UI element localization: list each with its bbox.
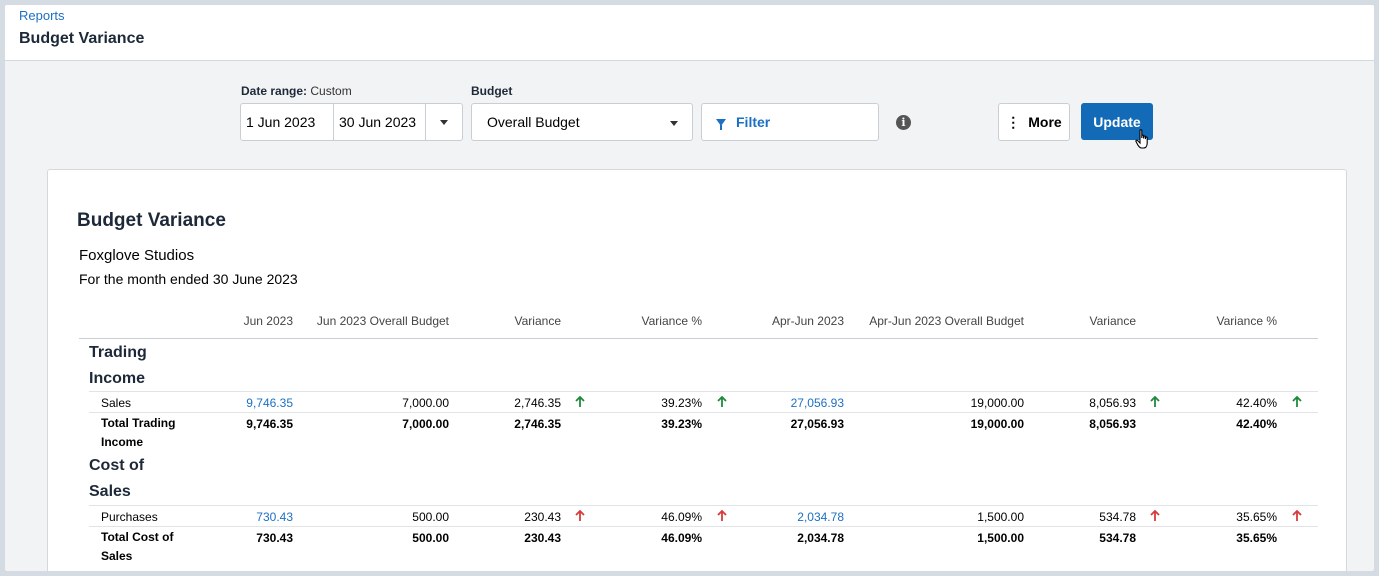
column-header: Jun 2023 [243,314,293,328]
cell-link[interactable]: 730.43 [256,510,293,524]
up-arrow-icon [717,396,727,407]
budget-label-text: Budget [471,84,513,98]
table-cell: 500.00 [412,510,449,524]
total-cell: 2,746.35 [514,417,561,431]
total-cell: 8,056.93 [1089,417,1136,431]
total-cell: 534.78 [1099,531,1136,545]
budget-select-value: Overall Budget [487,114,580,130]
table-cell: 8,056.93 [1089,396,1136,410]
app-window: Reports Budget Variance Date range: Cust… [5,5,1374,571]
table-cell: 534.78 [1099,510,1136,524]
total-cell: 27,056.93 [790,417,844,431]
total-label-trading-income: Total Trading Income [101,414,191,452]
table-cell: 7,000.00 [402,396,449,410]
table-cell: 2,746.35 [514,396,561,410]
total-label-line: Total Trading [101,416,176,430]
total-cell: 730.43 [256,531,293,545]
total-label-line: Total Cost of [101,530,174,544]
section-heading-trading-income: Trading Income [89,340,147,392]
total-cell: 230.43 [524,531,561,545]
total-cell: 7,000.00 [402,417,449,431]
column-header: Variance [514,314,561,328]
table-cell: 1,500.00 [977,510,1024,524]
total-cell: 46.09% [661,531,702,545]
date-to-field[interactable]: 30 Jun 2023 [334,104,426,140]
row-label-sales: Sales [101,396,132,410]
report-period: For the month ended 30 June 2023 [79,271,298,287]
filter-icon [716,118,726,130]
date-from-field[interactable]: 1 Jun 2023 [241,104,334,140]
up-arrow-icon [575,396,585,407]
cell-link[interactable]: 2,034.78 [797,510,844,524]
total-cell: 9,746.35 [246,417,293,431]
date-range-value: Custom [310,84,352,98]
more-vertical-icon: ⋮ [1006,113,1021,130]
table-cell: 39.23% [661,396,702,410]
breadcrumb-reports[interactable]: Reports [19,8,65,23]
info-icon[interactable]: i [896,115,911,130]
total-label-line: Sales [101,549,133,563]
section-heading-line: Trading [89,344,147,361]
more-button-label: More [1028,114,1062,130]
report-card: Budget Variance Foxglove Studios For the… [47,169,1347,571]
row-label-purchases: Purchases [101,510,158,524]
budget-select[interactable]: Overall Budget [471,103,693,141]
section-heading-line: Cost of [89,457,145,474]
row-divider [89,391,1318,392]
total-cell: 35.65% [1236,531,1277,545]
update-button[interactable]: Update [1081,103,1153,140]
total-label-cost-of-sales: Total Cost of Sales [101,528,191,566]
column-header: Apr-Jun 2023 Overall Budget [869,314,1024,328]
section-heading-line: Income [89,370,146,387]
filter-button[interactable]: Filter [701,103,879,141]
date-range-label: Date range: Custom [241,84,352,98]
date-range-dropdown-button[interactable] [426,104,462,140]
table-cell: 35.65% [1236,510,1277,524]
header-bar: Reports Budget Variance [5,5,1374,61]
column-header: Variance [1089,314,1136,328]
table-cell: 46.09% [661,510,702,524]
row-divider [89,505,1318,506]
date-range-picker[interactable]: 1 Jun 2023 30 Jun 2023 [240,103,463,141]
total-cell: 1,500.00 [977,531,1024,545]
up-arrow-icon [1292,510,1302,521]
up-arrow-icon [1292,396,1302,407]
section-heading-line: Sales [89,483,131,500]
page-title: Budget Variance [19,30,145,47]
total-cell: 39.23% [661,417,702,431]
total-cell: 42.40% [1236,417,1277,431]
hand-cursor-icon [1135,129,1148,149]
up-arrow-icon [717,510,727,521]
date-range-label-text: Date range: [241,84,308,98]
cell-link[interactable]: 9,746.35 [246,396,293,410]
budget-label: Budget [471,84,512,98]
up-arrow-icon [1150,510,1160,521]
organisation-name: Foxglove Studios [79,247,195,264]
table-cell: 19,000.00 [970,396,1024,410]
total-cell: 19,000.00 [970,417,1024,431]
caret-down-icon [670,121,678,126]
caret-down-icon [440,119,448,125]
up-arrow-icon [575,510,585,521]
row-divider [89,526,1318,527]
column-header: Jun 2023 Overall Budget [316,314,449,328]
row-divider [89,412,1318,413]
total-cell: 500.00 [412,531,449,545]
column-header: Variance % [641,314,702,328]
up-arrow-icon [1150,396,1160,407]
column-header: Apr-Jun 2023 [771,314,844,328]
header-divider [79,338,1318,339]
total-cell: 2,034.78 [797,531,844,545]
table-cell: 230.43 [524,510,561,524]
column-header: Variance % [1216,314,1277,328]
report-title: Budget Variance [77,210,226,231]
cell-link[interactable]: 27,056.93 [790,396,844,410]
table-cell: 42.40% [1236,396,1277,410]
more-button[interactable]: ⋮ More [998,103,1070,141]
total-label-line: Income [101,435,144,449]
filter-button-label: Filter [736,114,771,130]
section-heading-cost-of-sales: Cost of Sales [89,453,144,505]
